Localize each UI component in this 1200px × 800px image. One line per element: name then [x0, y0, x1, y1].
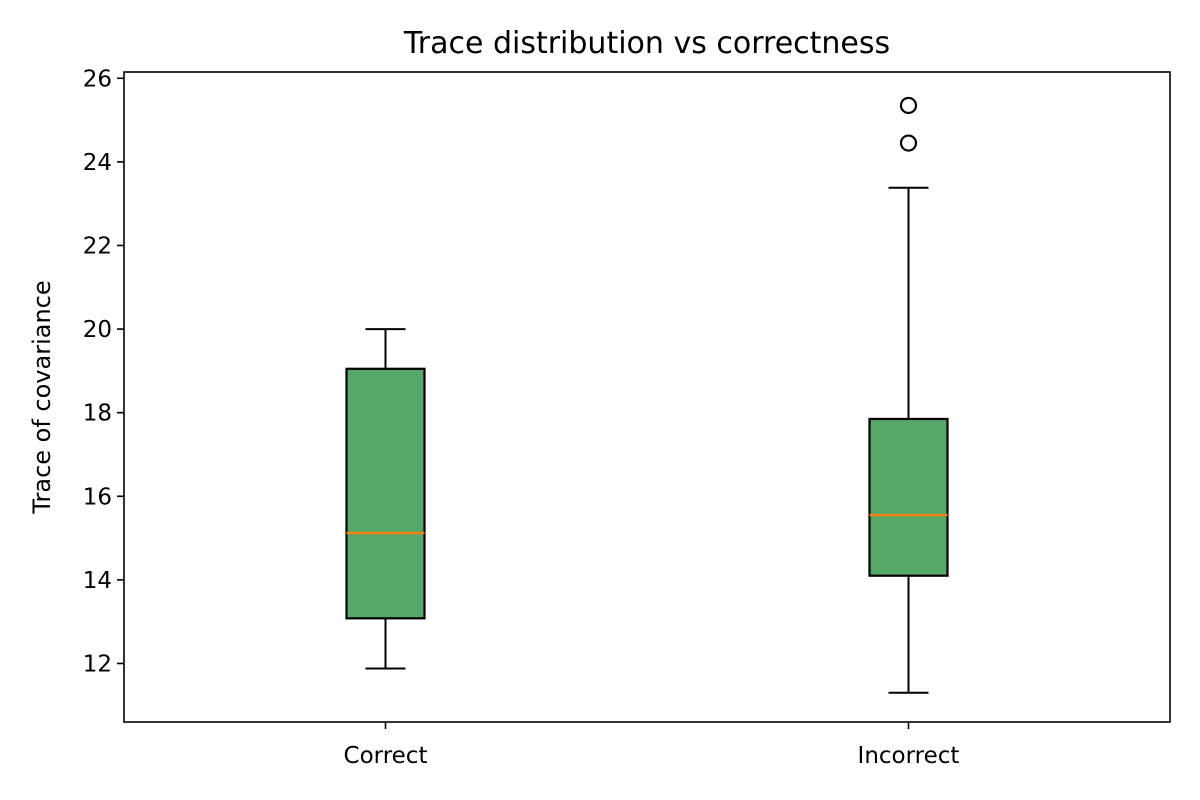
y-tick-label: 24 [83, 150, 112, 176]
y-axis-label: Trace of covariance [28, 280, 56, 514]
plot-area: 12 14 16 18 20 22 24 26 Correct Incorrect [83, 66, 960, 769]
outlier-point-incorrect [899, 96, 918, 115]
y-tick-label: 22 [83, 233, 112, 259]
box-incorrect [868, 417, 949, 577]
y-tick-label: 26 [83, 66, 112, 92]
y-tick-label: 16 [83, 484, 112, 510]
y-tick-label: 12 [83, 651, 112, 677]
y-tick-label: 18 [83, 401, 112, 427]
y-tick-label: 20 [83, 317, 112, 343]
y-tick-label: 14 [83, 568, 112, 594]
outlier-point-incorrect [899, 134, 918, 152]
x-tick-label: Incorrect [858, 743, 960, 769]
x-tick-label: Correct [344, 743, 428, 769]
box-correct [345, 367, 426, 620]
chart-title: Trace distribution vs correctness [403, 26, 890, 61]
plot-frame [123, 71, 1171, 723]
